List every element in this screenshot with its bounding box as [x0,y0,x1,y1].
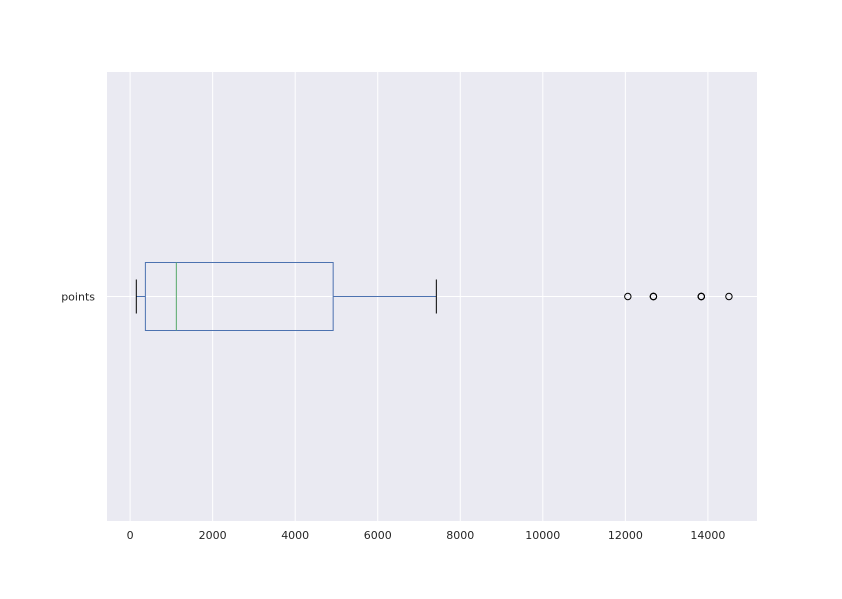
outlier-point [725,292,733,301]
iqr-box [144,262,334,331]
x-tick-label: 2000 [199,529,227,542]
outlier-point [649,292,658,301]
x-tick-label: 12000 [608,529,643,542]
x-tick-label: 6000 [364,529,392,542]
x-tick-label: 10000 [525,529,560,542]
box-plot [135,262,733,331]
grid-lines [107,72,757,521]
x-tick-label: 0 [127,529,134,542]
x-tick-label: 8000 [446,529,474,542]
outlier-point [624,292,632,301]
outlier-point [697,292,705,301]
x-tick-label: 14000 [690,529,725,542]
y-tick-label: points [61,291,95,304]
x-tick-label: 4000 [281,529,309,542]
axis-ticks: 0 2000 4000 6000 8000 10000 12000 14000 points [61,291,725,543]
